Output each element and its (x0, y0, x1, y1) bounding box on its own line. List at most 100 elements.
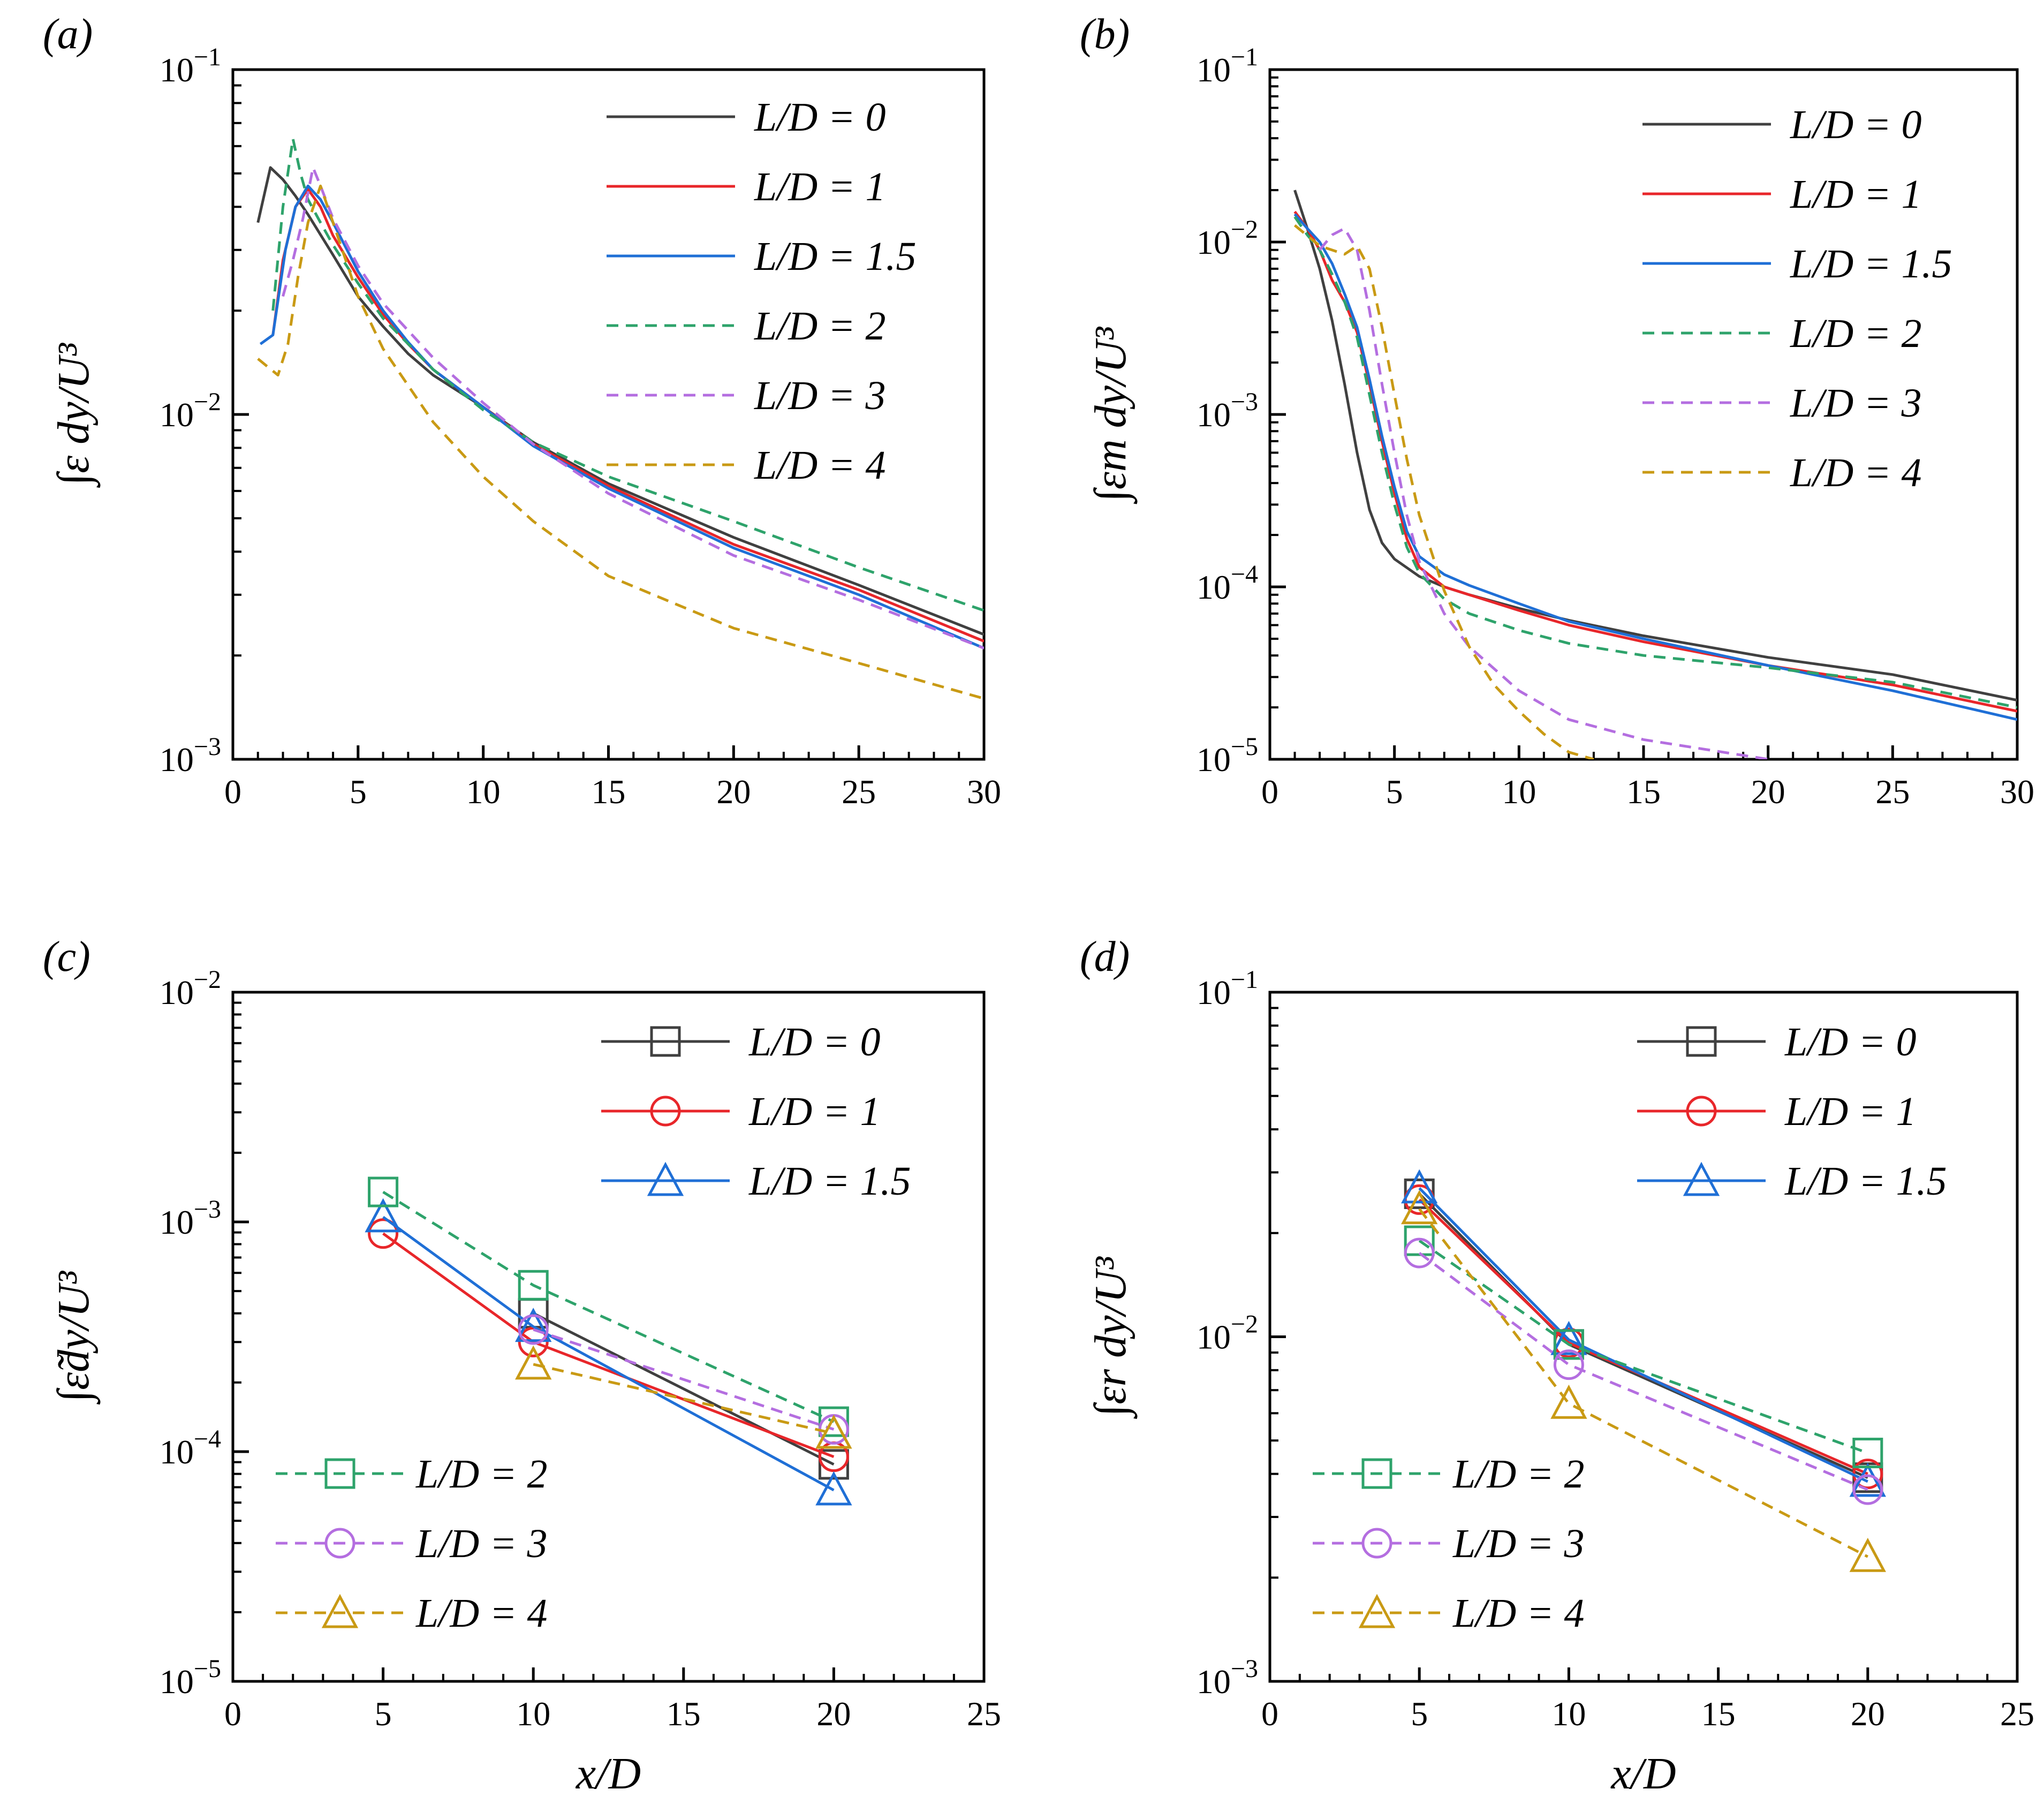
x-tick-label: 15 (1701, 1695, 1736, 1733)
series-line-4 (1418, 1208, 1868, 1558)
series-line-1.5 (1293, 213, 2017, 721)
series-line-2 (1418, 1240, 1868, 1454)
series-line-3 (282, 166, 984, 650)
data-point-marker (1550, 1320, 1587, 1355)
legend-marker (1686, 1026, 1717, 1057)
x-tick-label: 20 (1851, 1695, 1885, 1733)
y-tick-label: 10−3 (1197, 1655, 1258, 1701)
x-axis-title: x/D (1610, 1749, 1676, 1799)
legend-label: L/D = 3 (415, 1521, 548, 1566)
legend-label: L/D = 1 (1790, 172, 1922, 217)
series-line-4 (533, 1363, 834, 1435)
legend-marker (1683, 1161, 1720, 1196)
legend-label: L/D = 3 (1790, 381, 1922, 426)
y-tick-label: 10−2 (160, 965, 221, 1011)
x-tick-label: 10 (1502, 773, 1536, 811)
x-tick-label: 25 (1875, 773, 1910, 811)
data-point-marker (1401, 1190, 1438, 1225)
y-axis-title: ∫εr dy/U³ (1086, 1256, 1138, 1420)
legend-label: L/D = 0 (754, 95, 886, 140)
legend-marker (647, 1161, 684, 1196)
legend-label: L/D = 2 (1790, 311, 1922, 356)
data-point-marker (815, 1414, 852, 1449)
legend-label: L/D = 2 (415, 1452, 548, 1497)
series-line-3 (1319, 227, 1769, 759)
series-line-2 (382, 1190, 835, 1423)
legend-marker (1686, 1096, 1717, 1127)
y-tick-label: 10−5 (1197, 733, 1258, 779)
legend-label: L/D = 1.5 (754, 234, 917, 279)
legend-marker (1361, 1458, 1392, 1489)
legend-marker (650, 1026, 681, 1057)
data-point-marker (1401, 1169, 1438, 1204)
x-tick-label: 5 (1411, 1695, 1428, 1733)
x-tick-label: 5 (350, 773, 367, 811)
x-tick-label: 15 (667, 1695, 701, 1733)
panel-2-frame (231, 991, 986, 1683)
data-point-marker (818, 1449, 849, 1480)
x-tick-label: 10 (466, 773, 501, 811)
y-tick-label: 10−3 (1197, 388, 1258, 434)
series-line-3 (533, 1328, 835, 1431)
y-axis-title: ∫εm dy/U³ (1086, 326, 1138, 504)
x-tick-label: 5 (375, 1695, 392, 1733)
y-tick-label: 10−4 (1197, 560, 1258, 606)
data-point-marker (518, 1314, 549, 1345)
series-line-4 (1293, 224, 1594, 759)
legend-marker (321, 1594, 359, 1628)
series-line-2 (1293, 216, 2017, 709)
y-tick-label: 10−3 (160, 1195, 221, 1241)
legend-label: L/D = 1.5 (1790, 241, 1952, 286)
x-tick-label: 5 (1386, 773, 1403, 811)
x-axis-title: x/D (575, 1749, 641, 1799)
legend-label: L/D = 0 (1790, 102, 1922, 147)
x-tick-label: 30 (2000, 773, 2034, 811)
series-line-0 (1293, 190, 2017, 702)
legend-marker (1361, 1528, 1392, 1559)
data-point-marker (1852, 1438, 1883, 1469)
legend-label: L/D = 1 (754, 164, 886, 209)
legend-label: L/D = 4 (1790, 450, 1922, 495)
data-point-marker (518, 1270, 549, 1301)
y-axis-title: ∫ε̃dy/U³ (49, 1270, 101, 1405)
y-tick-label: 10−2 (160, 388, 221, 434)
x-tick-label: 20 (716, 773, 751, 811)
series-line-1 (382, 1232, 835, 1458)
series-line-2 (271, 137, 984, 612)
x-tick-label: 25 (967, 1695, 1001, 1733)
y-tick-label: 10−1 (1197, 965, 1258, 1011)
x-tick-label: 20 (816, 1695, 851, 1733)
y-tick-label: 10−2 (1197, 215, 1258, 261)
y-tick-label: 10−4 (160, 1425, 221, 1471)
x-tick-label: 25 (2000, 1695, 2034, 1733)
data-point-marker (1553, 1349, 1584, 1380)
legend-label: L/D = 1.5 (748, 1159, 911, 1204)
y-tick-label: 10−3 (160, 733, 221, 779)
y-axis-title: ∫ε dy/U³ (49, 342, 101, 488)
series-line-0 (1418, 1192, 1868, 1479)
data-point-marker (1404, 1237, 1435, 1269)
x-tick-label: 0 (224, 1695, 241, 1733)
x-tick-label: 15 (592, 773, 626, 811)
x-tick-label: 30 (967, 773, 1001, 811)
legend-label: L/D = 2 (1452, 1452, 1585, 1497)
legend-label: L/D = 4 (415, 1591, 548, 1636)
x-tick-label: 0 (1261, 1695, 1278, 1733)
series-line-1 (1293, 210, 2017, 713)
data-point-marker (368, 1218, 399, 1249)
legend-label: L/D = 1 (748, 1089, 881, 1134)
legend-label: L/D = 4 (754, 443, 886, 488)
data-point-marker (815, 1471, 852, 1506)
data-point-marker (515, 1345, 552, 1380)
data-point-marker (1550, 1384, 1587, 1419)
panel-label: (a) (43, 11, 93, 58)
data-point-marker (1852, 1474, 1883, 1505)
data-point-marker (515, 1308, 552, 1342)
x-tick-label: 0 (224, 773, 241, 811)
panel-2: 0 5 10 15 20 25 10−5 10−4 10−3 10−2 (c) ∫ε̃dy/U³ x/D… (43, 933, 1001, 1799)
x-tick-label: 10 (516, 1695, 550, 1733)
x-tick-label: 15 (1626, 773, 1661, 811)
data-point-marker (365, 1198, 402, 1233)
y-tick-label: 10−1 (1197, 43, 1258, 89)
legend-label: L/D = 4 (1452, 1591, 1585, 1636)
